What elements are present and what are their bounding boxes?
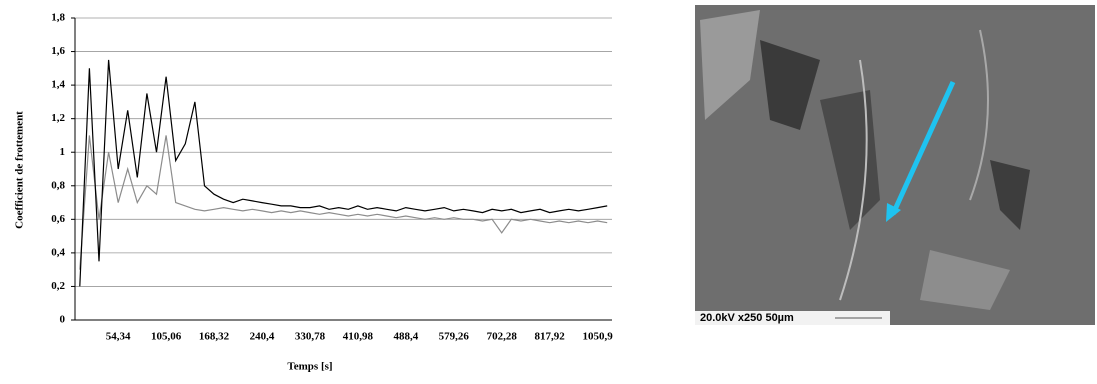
y-tick-label: 0,2 (51, 280, 65, 292)
x-tick-label: 1050,9 (582, 331, 613, 343)
x-tick-label: 54,34 (106, 331, 131, 343)
x-tick-label: 168,32 (199, 331, 230, 343)
x-axis-label: Temps [s] (287, 361, 332, 373)
y-tick-label: 1,4 (51, 79, 65, 91)
x-tick-label: 105,06 (151, 331, 182, 343)
y-tick-label: 0,8 (51, 179, 65, 191)
series-line (79, 59, 608, 287)
y-tick-label: 0,4 (51, 246, 65, 258)
y-tick-label: 1,2 (51, 112, 65, 124)
y-tick-label: 0 (60, 314, 66, 326)
x-tick-label: 410,98 (343, 331, 374, 343)
x-tick-label: 488,4 (393, 331, 418, 343)
x-tick-label: 240,4 (250, 331, 275, 343)
y-tick-label: 1,6 (51, 45, 65, 57)
y-axis-label: Coefficient de frottement (14, 111, 26, 229)
y-tick-label: 1,8 (51, 12, 65, 24)
sem-image: 20.0kV x250 50µm (695, 5, 1095, 325)
y-tick-label: 1 (60, 146, 66, 158)
x-tick-label: 702,28 (487, 331, 518, 343)
y-tick-label: 0,6 (51, 213, 65, 225)
series-line (79, 135, 608, 270)
x-tick-label: 330,78 (295, 331, 326, 343)
image-caption: 20.0kV x250 50µm (700, 312, 794, 324)
x-tick-label: 579,26 (439, 331, 470, 343)
x-tick-label: 817,92 (535, 331, 566, 343)
